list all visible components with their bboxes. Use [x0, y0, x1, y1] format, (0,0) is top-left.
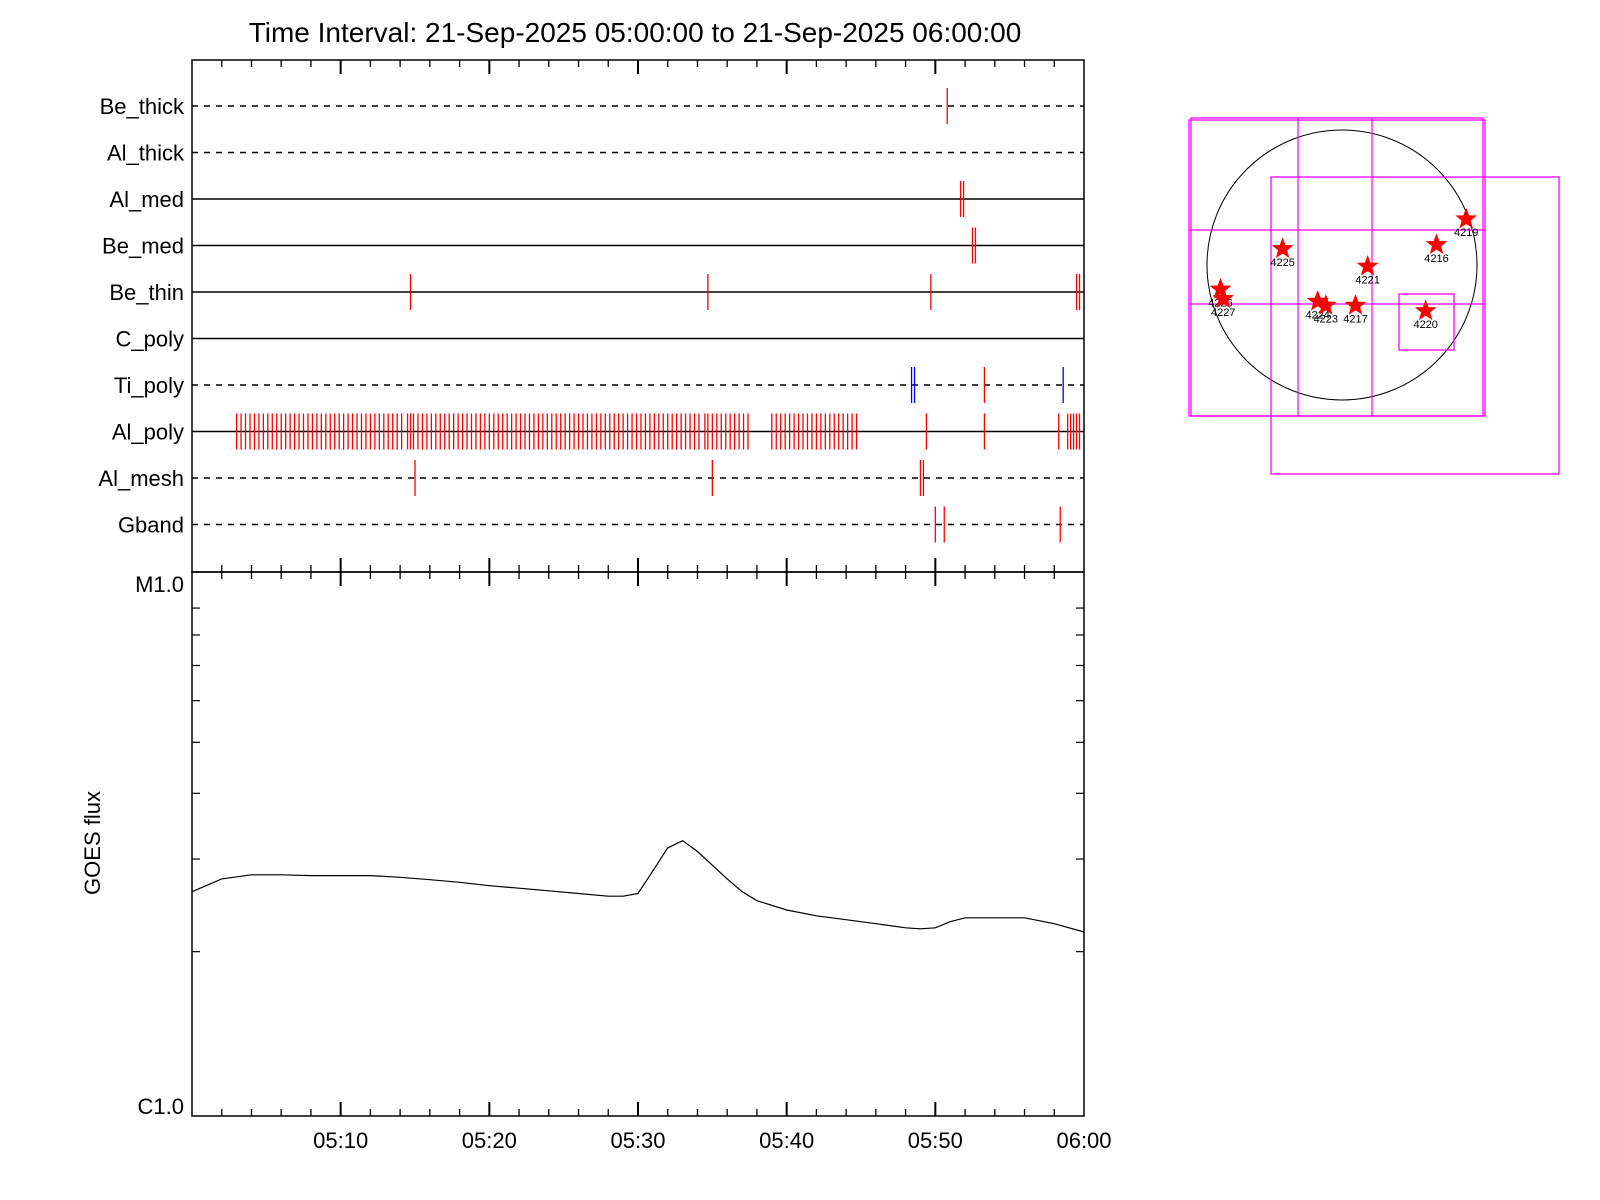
active-region: 4227 — [1211, 287, 1235, 319]
region-label: 4220 — [1413, 319, 1437, 331]
region-label: 4219 — [1454, 227, 1478, 239]
chart-title: Time Interval: 21-Sep-2025 05:00:00 to 2… — [249, 17, 1022, 48]
instrument-panel-ticks — [221, 60, 1055, 572]
instrument-row-gband: Gband — [118, 506, 1084, 543]
y-axis-label: GOES flux — [80, 791, 105, 895]
region-star-icon — [1314, 294, 1337, 315]
instrument-label: Gband — [118, 513, 184, 538]
instrument-row-c_poly: C_poly — [116, 327, 1084, 352]
instrument-row-be_med: Be_med — [102, 227, 1084, 264]
instrument-row-al_poly: Al_poly — [112, 413, 1084, 450]
instrument-row-be_thick: Be_thick — [100, 88, 1084, 124]
instrument-rows: Be_thick Al_thick Al_med Be_med Be_thin C_pol… — [98, 88, 1084, 543]
goes-panel-ticks — [192, 572, 1084, 1116]
x-tick-labels: 05:10 05:20 05:30 05:40 05:50 06:00 — [313, 1128, 1111, 1153]
region-label: 4227 — [1211, 307, 1235, 319]
active-region: 4225 — [1270, 237, 1295, 269]
region-label: 4221 — [1355, 274, 1379, 286]
fov-box — [1398, 293, 1455, 351]
active-regions: 4216421942254221422642274224422342174220 — [1208, 207, 1478, 331]
instrument-label: Al_poly — [112, 420, 184, 445]
region-label: 4216 — [1424, 253, 1448, 265]
instrument-row-al_thick: Al_thick — [107, 141, 1084, 166]
instrument-row-be_thin: Be_thin — [109, 274, 1084, 310]
goes-panel-frame — [191, 571, 1085, 1117]
region-label: 4225 — [1270, 257, 1294, 269]
region-star-icon — [1344, 294, 1367, 315]
instrument-label: Al_mesh — [98, 466, 184, 491]
region-label: 4217 — [1343, 314, 1367, 326]
fov-box — [1190, 117, 1484, 417]
instrument-label: Al_med — [109, 187, 184, 212]
instrument-panel-frame — [191, 59, 1085, 573]
instrument-row-al_mesh: Al_mesh — [98, 460, 1084, 496]
instrument-label: Be_med — [102, 234, 184, 259]
instrument-label: Al_thick — [107, 141, 185, 166]
x-tick-label: 05:30 — [610, 1128, 665, 1153]
region-star-icon — [1212, 287, 1235, 308]
y-tick-label-bottom: C1.0 — [138, 1094, 184, 1119]
region-star-icon — [1209, 277, 1232, 299]
region-star-icon — [1425, 233, 1448, 254]
active-region: 4220 — [1413, 299, 1438, 331]
region-label: 4224 — [1305, 309, 1329, 321]
instrument-row-ti_poly: Ti_poly — [114, 367, 1084, 403]
region-star-icon — [1356, 254, 1379, 276]
x-tick-label: 05:40 — [759, 1128, 814, 1153]
region-label: 4223 — [1314, 314, 1338, 326]
fov-box — [1188, 119, 1486, 417]
instrument-label: Be_thick — [100, 94, 185, 119]
instrument-row-al_med: Al_med — [109, 181, 1084, 217]
x-tick-label: 06:00 — [1056, 1128, 1111, 1153]
active-region: 4217 — [1343, 294, 1368, 326]
sun-map: 4216421942254221422642274224422342174220 — [1188, 117, 1560, 475]
active-region: 4221 — [1355, 254, 1380, 286]
region-star-icon — [1414, 299, 1437, 321]
instrument-panel: Be_thick Al_thick Al_med Be_med Be_thin C_pol… — [98, 59, 1085, 573]
active-region: 4223 — [1314, 294, 1338, 326]
x-tick-label: 05:50 — [908, 1128, 963, 1153]
region-star-icon — [1455, 207, 1478, 229]
region-star-icon — [1271, 237, 1294, 259]
instrument-label: Be_thin — [109, 280, 184, 305]
x-tick-label: 05:20 — [462, 1128, 517, 1153]
x-tick-label: 05:10 — [313, 1128, 368, 1153]
y-tick-label-top: M1.0 — [135, 572, 184, 597]
solar-disk — [1206, 129, 1478, 401]
fov-box — [1270, 176, 1560, 475]
goes-flux-line — [191, 840, 1085, 933]
goes-panel: M1.0 C1.0 GOES flux 05:10 05:20 05:30 05:40… — [80, 571, 1112, 1153]
instrument-label: C_poly — [116, 327, 184, 352]
instrument-label: Ti_poly — [114, 373, 184, 398]
active-region: 4216 — [1424, 233, 1449, 265]
active-region: 4219 — [1454, 207, 1478, 239]
